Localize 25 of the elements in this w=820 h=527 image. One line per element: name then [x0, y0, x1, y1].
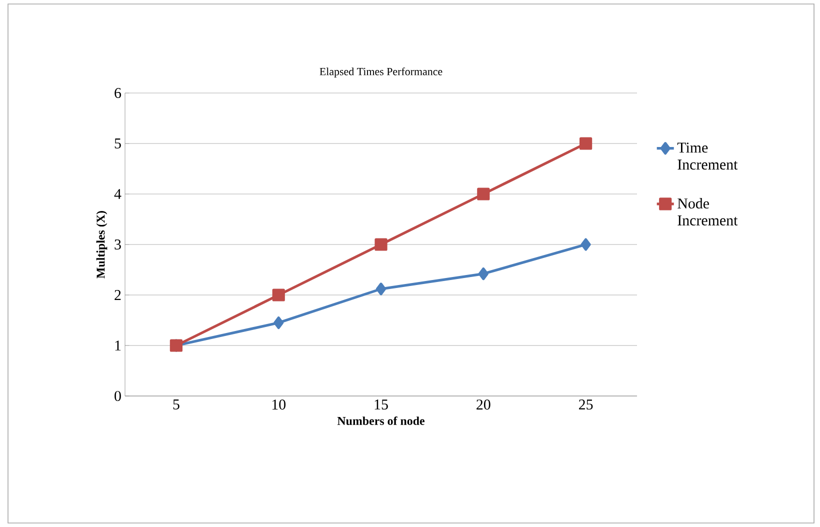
- y-tick-label: 0: [114, 390, 121, 402]
- chart-title: Elapsed Times Performance: [320, 67, 442, 78]
- y-tick-label: 2: [114, 290, 121, 300]
- x-tick-label: 15: [374, 400, 388, 410]
- x-tick-label: 10: [272, 400, 286, 410]
- legend-label: Node Increment: [678, 198, 738, 226]
- y-tick-label: 6: [114, 88, 122, 98]
- x-tick-label: 20: [476, 400, 490, 410]
- point: [580, 137, 592, 150]
- point: [478, 267, 488, 280]
- x-axis-title: Numbers of node: [337, 416, 425, 425]
- y-tick-label: 5: [114, 138, 121, 148]
- point: [376, 282, 386, 296]
- point: [272, 288, 285, 302]
- point: [374, 238, 388, 251]
- y-tick-label: 4: [114, 189, 122, 199]
- y-tick-label: 3: [114, 239, 121, 250]
- point: [477, 188, 490, 200]
- y-tick-label: 1: [115, 340, 121, 350]
- point: [274, 316, 284, 330]
- legend-label: Time Increment: [677, 142, 738, 170]
- x-tick-label: 5: [173, 400, 180, 410]
- x-tick-label: 25: [578, 400, 593, 410]
- y-axis-title: Multiples (X): [96, 211, 108, 278]
- point: [580, 238, 591, 251]
